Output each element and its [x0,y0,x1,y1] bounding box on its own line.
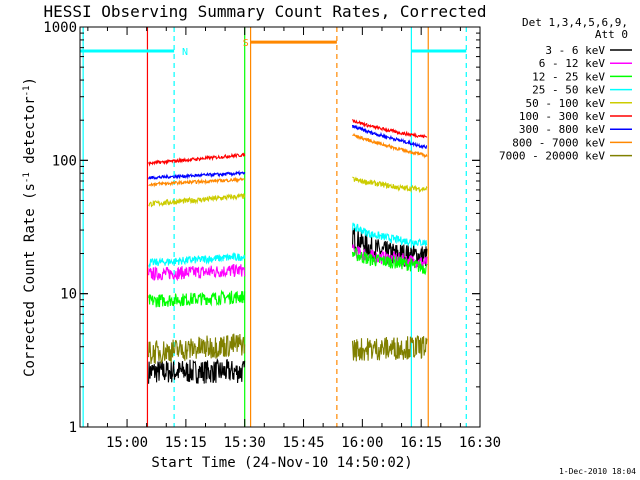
legend-entry-2: 12 - 25 keV [532,70,605,83]
x-tick-label-6: 16:30 [459,435,501,451]
x-tick-label-2: 15:30 [224,435,266,451]
flag-label-1: S [243,38,249,49]
series-line-4-0 [148,192,246,208]
series-line-2-0 [148,289,246,308]
series-line-4-1 [352,176,428,194]
y-tick-label-2: 100 [52,153,77,169]
x-tick-label-3: 15:45 [282,435,324,451]
legend-entry-7: 800 - 7000 keV [512,136,605,149]
series-line-5-0 [148,152,246,167]
x-tick-label-4: 16:00 [341,435,383,451]
timestamp-footer: 1-Dec-2010 18:04 [559,467,636,476]
x-axis-title: Start Time (24-Nov-10 14:50:02) [151,455,412,471]
series-line-8-1 [351,335,428,362]
series-line-7-0 [148,176,246,188]
series-line-3-0 [148,252,246,269]
x-tick-label-5: 16:15 [400,435,442,451]
plot-area: N S 15:00 15:15 15:30 15:45 16:00 16:15 16:30 1 10… [43,20,501,451]
legend-entry-1: 6 - 12 keV [539,57,606,70]
series-line-5-1 [352,119,428,139]
legend-entry-3: 25 - 50 keV [532,84,605,97]
series-line-6-1 [351,124,428,150]
plot-frame [79,26,481,428]
y-axis-title: Corrected Count Rate (s-1 detector-1) [22,77,38,377]
series-line-2-1 [351,246,428,276]
series-line-6-0 [148,169,246,180]
flag-label-0: N [182,47,188,58]
series-line-1-0 [148,263,246,282]
series-line-8-0 [148,333,246,364]
legend-entry-8: 7000 - 20000 keV [499,150,605,163]
legend-header-1: Att 0 [595,28,628,41]
chart-title: HESSI Observing Summary Count Rates, Cor… [43,2,486,21]
legend-header-0: Det 1,3,4,5,6,9, [522,16,628,29]
series-line-0-1 [351,227,428,267]
legend-entry-0: 3 - 6 keV [545,44,605,57]
legend-entry-6: 300 - 800 keV [519,123,605,136]
y-tick-label-0: 1 [69,420,77,436]
legend-entry-4: 50 - 100 keV [526,97,606,110]
y-tick-label-3: 1000 [43,20,77,36]
x-tick-label-0: 15:00 [106,435,148,451]
y-tick-label-1: 10 [60,287,77,303]
series-line-3-1 [351,222,428,248]
series-line-7-1 [352,132,428,159]
x-tick-label-1: 15:15 [165,435,207,451]
series-line-0-0 [148,357,246,384]
legend-entry-5: 100 - 300 keV [519,110,605,123]
